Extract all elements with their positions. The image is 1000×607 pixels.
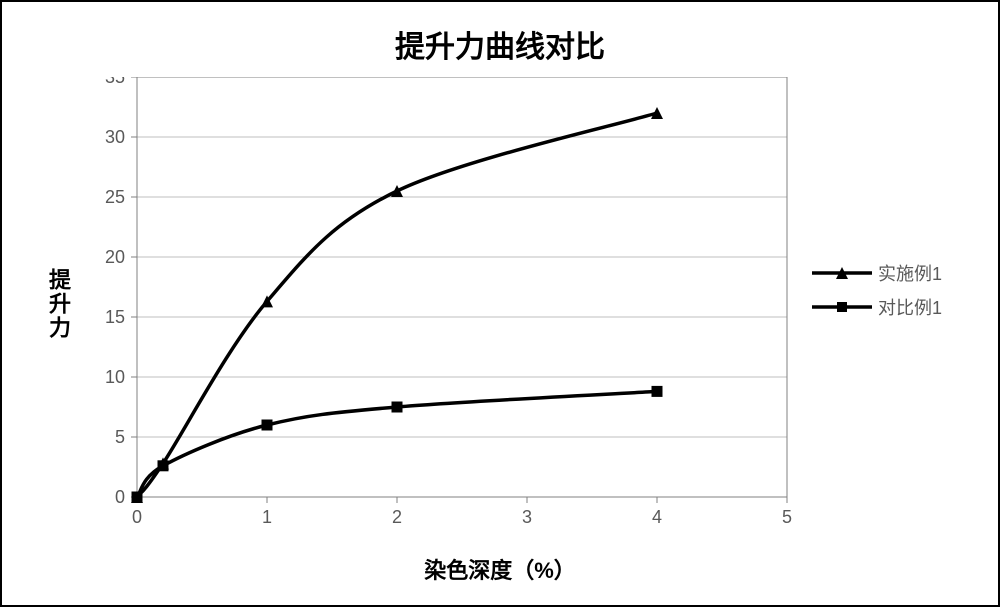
x-tick-label: 3 — [522, 507, 532, 527]
x-tick-label: 5 — [782, 507, 792, 527]
legend: 实施例1 对比例1 — [812, 252, 942, 328]
plot-area: 0 5 10 15 20 25 30 35 0 1 2 3 4 5 — [77, 77, 817, 547]
y-axis-label: 提升力 — [42, 268, 74, 340]
y-tick-label: 35 — [105, 77, 125, 87]
y-tick-label: 20 — [105, 247, 125, 267]
chart-frame: 提升力曲线对比 提升力 0 5 10 15 20 25 30 35 0 1 2 3 4 5 实施例1 对比例… — [0, 0, 1000, 607]
y-tick-label: 0 — [115, 487, 125, 507]
legend-swatch — [812, 297, 872, 317]
x-axis-label: 染色深度（%） — [2, 553, 998, 585]
x-tick-label: 1 — [262, 507, 272, 527]
x-tick-label: 4 — [652, 507, 662, 527]
x-tick-label: 0 — [132, 507, 142, 527]
chart-title: 提升力曲线对比 — [2, 22, 998, 66]
legend-swatch — [812, 263, 872, 283]
y-tick-label: 5 — [115, 427, 125, 447]
legend-label: 对比例1 — [878, 294, 942, 320]
y-tick-label: 25 — [105, 187, 125, 207]
legend-label: 实施例1 — [878, 260, 942, 286]
x-tick-label: 2 — [392, 507, 402, 527]
legend-item: 对比例1 — [812, 294, 942, 320]
y-tick-label: 10 — [105, 367, 125, 387]
y-tick-label: 15 — [105, 307, 125, 327]
y-tick-label: 30 — [105, 127, 125, 147]
legend-item: 实施例1 — [812, 260, 942, 286]
